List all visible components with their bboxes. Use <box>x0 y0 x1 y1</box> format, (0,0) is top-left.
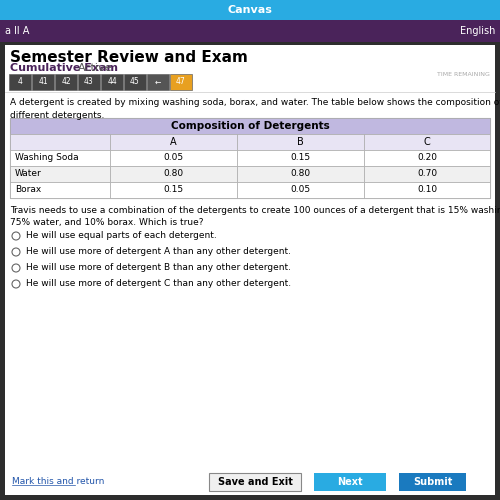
Text: 0.70: 0.70 <box>417 170 437 178</box>
Text: Washing Soda: Washing Soda <box>15 154 78 162</box>
Text: Semester Review and Exam: Semester Review and Exam <box>10 50 248 64</box>
Text: Water: Water <box>15 170 42 178</box>
Text: Cumulative Exam: Cumulative Exam <box>10 63 118 73</box>
FancyBboxPatch shape <box>170 74 192 90</box>
Text: A: A <box>170 137 177 147</box>
FancyBboxPatch shape <box>0 42 500 500</box>
FancyBboxPatch shape <box>78 74 100 90</box>
Text: A detergent is created by mixing washing soda, borax, and water. The table below: A detergent is created by mixing washing… <box>10 98 500 120</box>
Text: a ll A: a ll A <box>5 26 29 36</box>
FancyBboxPatch shape <box>209 473 301 491</box>
Text: 0.10: 0.10 <box>417 186 437 194</box>
FancyBboxPatch shape <box>237 166 364 182</box>
FancyBboxPatch shape <box>314 473 386 491</box>
FancyBboxPatch shape <box>124 74 146 90</box>
FancyBboxPatch shape <box>364 150 490 166</box>
Text: 0.20: 0.20 <box>417 154 437 162</box>
Text: 47: 47 <box>176 78 186 86</box>
Text: C: C <box>424 137 430 147</box>
FancyBboxPatch shape <box>55 74 77 90</box>
FancyBboxPatch shape <box>5 45 495 495</box>
Text: 4: 4 <box>18 78 22 86</box>
Text: He will use equal parts of each detergent.: He will use equal parts of each detergen… <box>26 232 217 240</box>
Text: 02:12:08: 02:12:08 <box>430 76 490 88</box>
FancyBboxPatch shape <box>32 74 54 90</box>
Text: 45: 45 <box>130 78 140 86</box>
Text: English: English <box>460 26 495 36</box>
FancyBboxPatch shape <box>10 134 110 150</box>
FancyBboxPatch shape <box>110 166 237 182</box>
Text: He will use more of detergent B than any other detergent.: He will use more of detergent B than any… <box>26 264 291 272</box>
Text: Mark this and return: Mark this and return <box>12 478 104 486</box>
FancyBboxPatch shape <box>110 150 237 166</box>
FancyBboxPatch shape <box>101 74 123 90</box>
Text: Composition of Detergents: Composition of Detergents <box>170 121 330 131</box>
FancyBboxPatch shape <box>237 134 364 150</box>
FancyBboxPatch shape <box>0 20 500 42</box>
FancyBboxPatch shape <box>147 74 169 90</box>
FancyBboxPatch shape <box>237 182 364 198</box>
FancyBboxPatch shape <box>364 134 490 150</box>
FancyBboxPatch shape <box>399 473 466 491</box>
Text: Canvas: Canvas <box>228 5 272 15</box>
FancyBboxPatch shape <box>10 150 110 166</box>
FancyBboxPatch shape <box>110 134 237 150</box>
FancyBboxPatch shape <box>364 166 490 182</box>
Text: 0.05: 0.05 <box>290 186 310 194</box>
FancyBboxPatch shape <box>10 118 490 134</box>
Text: 0.80: 0.80 <box>164 170 184 178</box>
FancyBboxPatch shape <box>10 166 110 182</box>
FancyBboxPatch shape <box>10 182 110 198</box>
Text: 44: 44 <box>107 78 117 86</box>
Text: 0.80: 0.80 <box>290 170 310 178</box>
Text: TIME REMAINING: TIME REMAINING <box>437 72 490 78</box>
Text: Next: Next <box>337 477 363 487</box>
Text: 41: 41 <box>38 78 48 86</box>
Text: Travis needs to use a combination of the detergents to create 100 ounces of a de: Travis needs to use a combination of the… <box>10 206 500 228</box>
Text: ←: ← <box>155 78 161 86</box>
FancyBboxPatch shape <box>0 0 500 20</box>
Text: 0.15: 0.15 <box>290 154 310 162</box>
FancyBboxPatch shape <box>9 74 31 90</box>
Text: B: B <box>297 137 304 147</box>
Text: 0.15: 0.15 <box>164 186 184 194</box>
Text: Active: Active <box>78 63 112 73</box>
FancyBboxPatch shape <box>110 182 237 198</box>
FancyBboxPatch shape <box>364 182 490 198</box>
Text: Submit: Submit <box>413 477 452 487</box>
FancyBboxPatch shape <box>237 150 364 166</box>
Text: 43: 43 <box>84 78 94 86</box>
Text: Save and Exit: Save and Exit <box>218 477 292 487</box>
Text: He will use more of detergent C than any other detergent.: He will use more of detergent C than any… <box>26 280 291 288</box>
Text: 0.05: 0.05 <box>164 154 184 162</box>
Text: He will use more of detergent A than any other detergent.: He will use more of detergent A than any… <box>26 248 291 256</box>
Text: Borax: Borax <box>15 186 41 194</box>
Text: 42: 42 <box>61 78 71 86</box>
